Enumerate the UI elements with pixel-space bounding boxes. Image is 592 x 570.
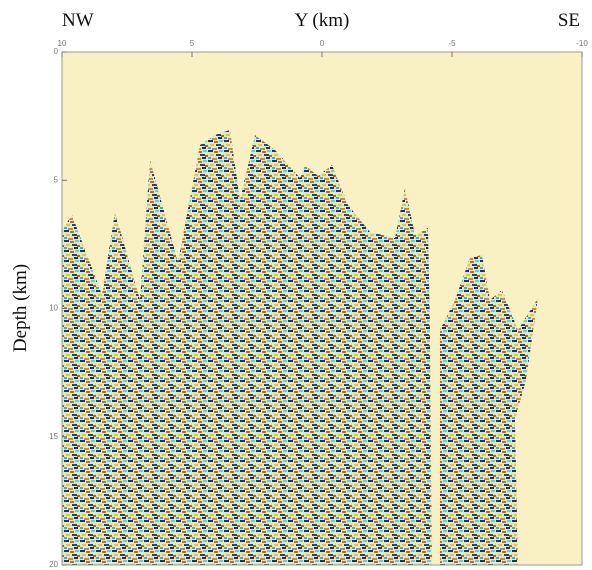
y-tick-label: 10 xyxy=(49,304,58,313)
y-axis-label: Depth (km) xyxy=(10,264,31,352)
annotation: SE xyxy=(558,10,580,31)
x-axis-label: Y (km) xyxy=(295,10,350,31)
x-tick-label: -10 xyxy=(576,39,588,48)
y-tick-label: 15 xyxy=(49,432,58,441)
seismic-texture xyxy=(62,130,538,565)
x-tick-label: 0 xyxy=(320,39,325,48)
x-tick-label: -5 xyxy=(448,39,456,48)
annotation: NW xyxy=(62,10,94,31)
y-tick-label: 20 xyxy=(49,560,58,569)
y-tick-label: 0 xyxy=(54,47,59,56)
y-tick-label: 5 xyxy=(54,175,59,184)
x-tick-label: 5 xyxy=(190,39,195,48)
x-tick-label: 10 xyxy=(58,39,67,48)
